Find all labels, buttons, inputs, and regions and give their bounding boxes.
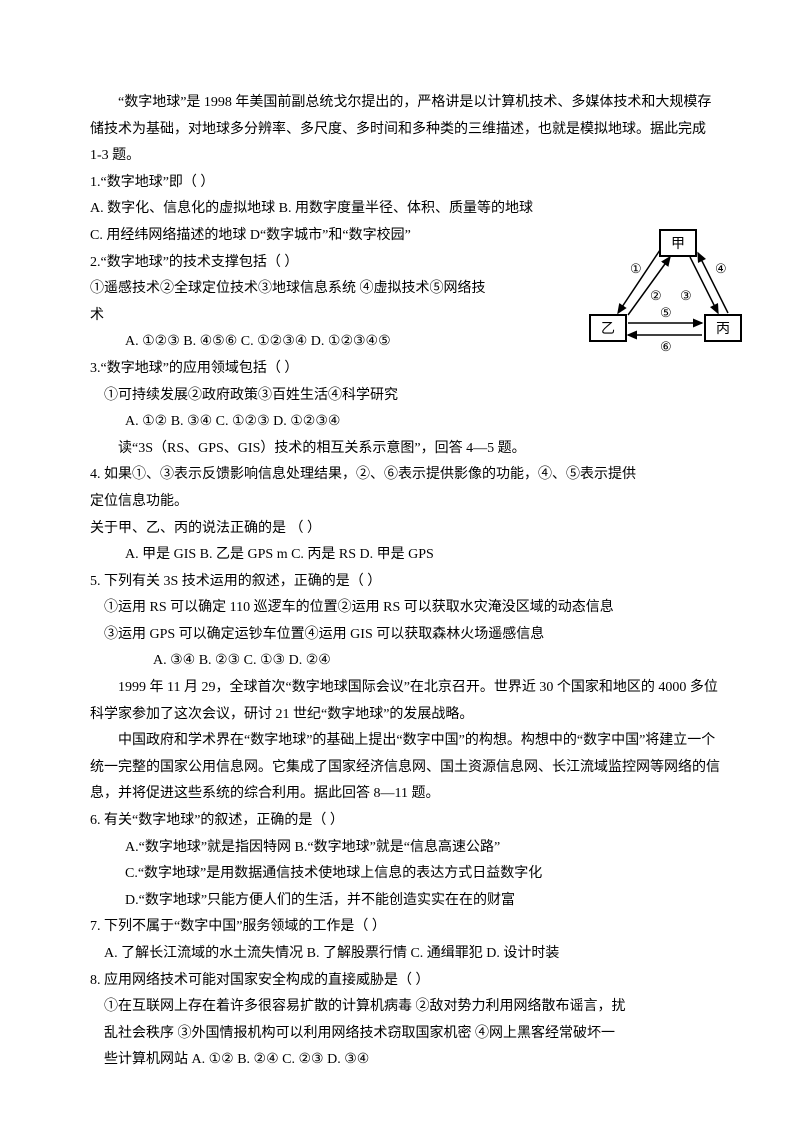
q1-opt-ab: A. 数字化、信息化的虚拟地球 B. 用数字度量半径、体积、质量等的地球 — [90, 196, 720, 223]
q3-choices: A. ①② B. ③④ C. ①②③ D. ①②③④ — [90, 409, 720, 436]
q6-opt-ab: A.“数字地球”就是指因特网 B.“数字地球”就是“信息高速公路” — [90, 835, 720, 862]
q3-stem: 3.“数字地球”的应用领域包括（ ） — [90, 356, 720, 383]
q4-line3: 关于甲、乙、丙的说法正确的是 （ ） — [90, 516, 720, 543]
q7-choices: A. 了解长江流域的水土流失情况 B. 了解股票行情 C. 通缉罪犯 D. 设计… — [90, 941, 720, 968]
edge-4: ④ — [715, 261, 727, 276]
q6-opt-d: D.“数字地球”只能方便人们的生活，并不能创造实实在在的财富 — [90, 888, 720, 915]
q5-opts2: ③运用 GPS 可以确定运钞车位置④运用 GIS 可以获取森林火场遥感信息 — [90, 622, 720, 649]
edge-5: ⑤ — [660, 305, 672, 320]
node-jia: 甲 — [671, 237, 685, 252]
intro-1: “数字地球”是 1998 年美国前副总统戈尔提出的，严格讲是以计算机技术、多媒体… — [90, 90, 720, 170]
q5-opts1: ①运用 RS 可以确定 110 巡逻车的位置②运用 RS 可以获取水灾淹没区域的… — [90, 595, 720, 622]
q5-choices: A. ③④ B. ②③ C. ①③ D. ②④ — [90, 648, 720, 675]
q8-stem: 8. 应用网络技术可能对国家安全构成的直接威胁是（ ） — [90, 968, 720, 995]
edge-6: ⑥ — [660, 339, 672, 354]
q5-stem: 5. 下列有关 3S 技术运用的叙述，正确的是（ ） — [90, 569, 720, 596]
node-yi: 乙 — [601, 321, 615, 337]
q4-choices: A. 甲是 GIS B. 乙是 GPS m C. 丙是 RS D. 甲是 GPS — [90, 542, 720, 569]
edge-2: ② — [650, 288, 662, 303]
edge-3: ③ — [680, 288, 692, 303]
q4-line1: 4. 如果①、③表示反馈影响信息处理结果，②、⑥表示提供影像的功能，④、⑤表示提… — [90, 462, 720, 489]
q8-opts1: ①在互联网上存在着许多很容易扩散的计算机病毒 ②敌对势力利用网络散布谣言，扰 — [90, 994, 720, 1021]
q4-line2: 定位信息功能。 — [90, 489, 720, 516]
edge-1: ① — [630, 261, 642, 276]
q6-stem: 6. 有关“数字地球”的叙述，正确的是（ ） — [90, 808, 720, 835]
intro-6a: 1999 年 11 月 29，全球首次“数字地球国际会议”在北京召开。世界近 3… — [90, 675, 720, 728]
q6-opt-c: C.“数字地球”是用数据通信技术使地球上信息的表达方式日益数字化 — [90, 861, 720, 888]
intro-6b: 中国政府和学术界在“数字地球”的基础上提出“数字中国”的构想。构想中的“数字中国… — [90, 728, 720, 808]
node-bing: 丙 — [716, 322, 730, 337]
3s-diagram: 甲 乙 丙 ① ② ③ ④ ⑤ ⑥ — [580, 225, 750, 355]
q7-stem: 7. 下列不属于“数字中国”服务领域的工作是（ ） — [90, 914, 720, 941]
q8-opts3: 些计算机网站 A. ①② B. ②④ C. ②③ D. ③④ — [90, 1047, 720, 1074]
q8-opts2: 乱社会秩序 ③外国情报机构可以利用网络技术窃取国家机密 ④网上黑客经常破坏一 — [90, 1021, 720, 1048]
q1-stem: 1.“数字地球”即（ ） — [90, 170, 720, 197]
document-content: 甲 乙 丙 ① ② ③ ④ ⑤ ⑥ “数字地球”是 1998 年美国前副总统戈尔… — [90, 90, 720, 1074]
q3-opts: ①可持续发展②政府政策③百姓生活④科学研究 — [90, 383, 720, 410]
intro-4: 读“3S（RS、GPS、GIS）技术的相互关系示意图”，回答 4—5 题。 — [90, 436, 720, 463]
